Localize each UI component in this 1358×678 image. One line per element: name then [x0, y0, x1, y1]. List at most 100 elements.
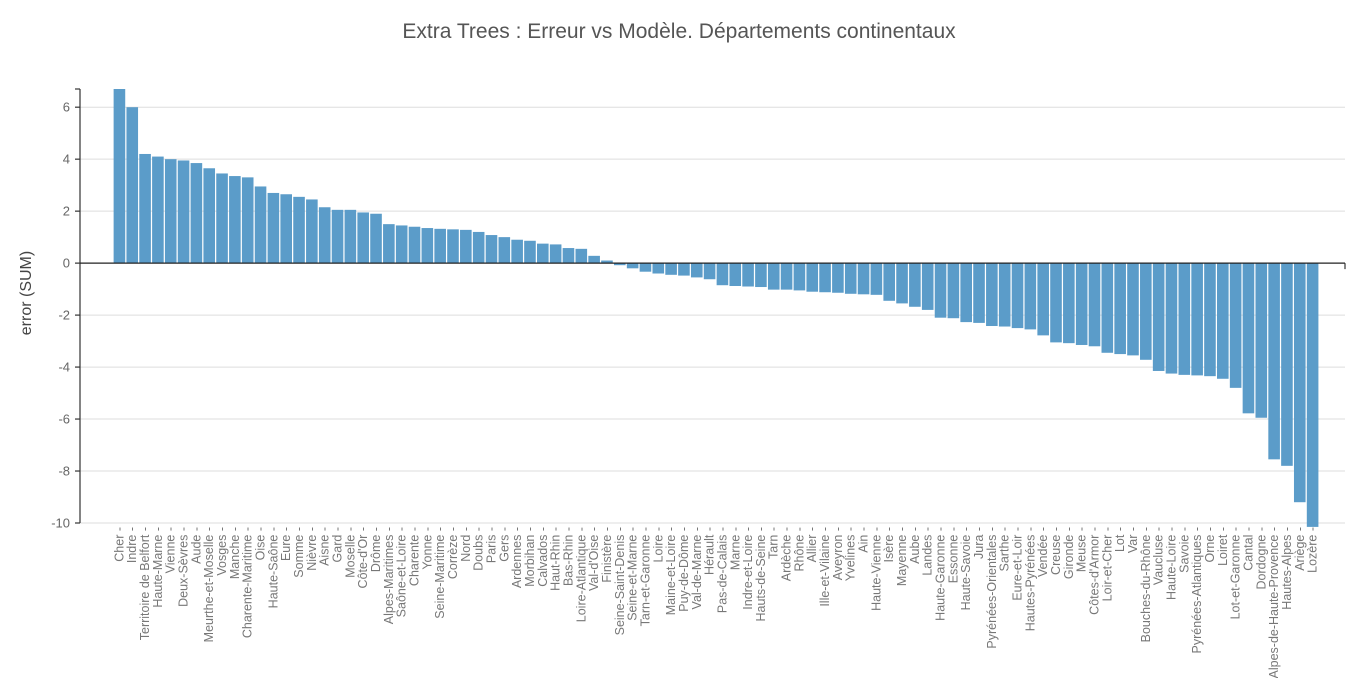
x-tick-label: Gers - [497, 527, 511, 562]
bar-c-te-d-or [357, 212, 369, 264]
bar-creuse [1050, 263, 1062, 343]
bar-seine-saint-denis [613, 263, 626, 266]
x-tick-label: Haute-Vienne - [869, 527, 883, 611]
x-tick-label: Maine-et-Loire - [664, 527, 678, 615]
y-tick-label: 4 [63, 152, 70, 167]
x-tick-label: Gironde - [1062, 527, 1076, 579]
bar-morbihan [524, 240, 536, 264]
x-tick-label: Finistère - [600, 527, 614, 583]
bar-lot-et-garonne [1229, 263, 1242, 388]
bar-hautes-alpes [1281, 263, 1293, 466]
bar-aveyron [832, 263, 844, 293]
bar-dordogne [1255, 263, 1268, 418]
x-tick-label: Jura - [972, 527, 986, 559]
bar-is-re [883, 263, 896, 301]
bar-indre [126, 107, 139, 264]
bar-rh-ne [793, 263, 806, 291]
x-tick-label: Aveyron - [831, 527, 845, 580]
x-tick-label: Ariège - [1293, 527, 1307, 571]
x-tick-label: Haute-Savoie - [959, 527, 973, 610]
bar-gers [498, 237, 511, 264]
bar-eure [280, 194, 292, 264]
x-tick-label: Vaucluse - [1152, 527, 1166, 585]
x-tick-label: Allier - [805, 527, 819, 562]
bar-alpes-maritimes [383, 224, 395, 264]
x-tick-label: Territoire de Belfort - [138, 527, 152, 640]
bar-moselle [344, 209, 357, 264]
x-tick-label: Tarn-et-Garonne - [638, 527, 652, 626]
bar-dr-me [370, 213, 382, 264]
bar-tarn [767, 263, 780, 290]
x-tick-label: Cher - [112, 527, 126, 562]
x-tick-label: Charente-Maritime - [241, 527, 255, 638]
bar-ain [857, 263, 870, 295]
x-tick-label: Somme - [292, 527, 306, 578]
x-tick-label: Manche - [228, 527, 242, 579]
bar-vaucluse [1152, 263, 1165, 371]
x-tick-label: Isère - [882, 527, 896, 562]
x-tick-label: Mayenne - [895, 527, 909, 586]
x-tick-label: Lot - [1113, 527, 1127, 552]
x-tick-label: Eure - [279, 527, 293, 561]
bar-doubs [472, 231, 485, 264]
x-tick-label: Aube - [908, 527, 922, 564]
x-tick-label: Marne - [728, 527, 742, 570]
bar-oise [254, 186, 267, 264]
bar-puy-de-d-me [678, 263, 690, 276]
x-tick-label: Rhône - [792, 527, 806, 571]
bar-val-de-marne [690, 263, 703, 278]
bar-nord [460, 229, 472, 264]
x-tick-label: Ardèche - [780, 527, 794, 581]
x-tick-label: Indre-et-Loire - [741, 527, 755, 610]
x-tick-label: Var - [1126, 527, 1140, 553]
x-tick-label: Hérault - [703, 527, 717, 575]
x-tick-label: Pyrénées-Atlantiques - [1190, 527, 1204, 653]
x-tick-label: Alpes-Maritimes - [382, 527, 396, 624]
bar-deux-s-vres [177, 160, 190, 264]
bar-bouches-du-rh-ne [1140, 263, 1152, 360]
bar-gironde [1063, 263, 1075, 344]
x-tick-label: Bas-Rhin - [561, 527, 575, 586]
x-tick-label: Ille-et-Vilaine - [818, 527, 832, 607]
x-tick-label: Calvados - [536, 527, 550, 587]
y-tick-labels: 6 4 2 0 -2 -4 -6 -8 -10 [51, 100, 80, 531]
bar-aude [190, 163, 203, 264]
bar-c-tes-d-armor [1088, 263, 1101, 347]
y-tick-label: 0 [63, 256, 70, 271]
bar-maine-et-loire [665, 263, 677, 275]
bar-allier [806, 263, 819, 292]
x-tick-label: Creuse - [1049, 527, 1063, 575]
bars [113, 89, 1319, 527]
x-tick-label: Essonne - [946, 527, 960, 583]
bar-loz-re [1306, 263, 1319, 527]
x-tick-label: Meuse - [1075, 527, 1089, 572]
y-tick-label: -10 [51, 516, 70, 531]
bar-meurthe-et-moselle [203, 168, 216, 264]
axes [75, 88, 1346, 523]
bar-pas-de-calais [716, 263, 729, 286]
y-tick-label: -8 [58, 464, 70, 479]
x-tick-label: Lot-et-Garonne - [1229, 527, 1243, 619]
bar-sarthe [998, 263, 1011, 327]
bar-loiret [1217, 263, 1229, 379]
x-tick-label: Nord - [459, 527, 473, 562]
x-tick-label: Aisne - [318, 527, 332, 566]
y-axis-label: error (SUM) [18, 251, 35, 335]
x-tick-label: Loire - [651, 527, 665, 562]
x-tick-label: Hautes-Pyrénées - [1023, 527, 1037, 631]
bar-ardennes [511, 239, 523, 264]
bar-ni-vre [306, 199, 318, 264]
x-tick-label: Ain - [857, 527, 871, 553]
x-tick-label: Seine-et-Marne - [626, 527, 640, 621]
x-tick-label: Saône-et-Loire - [395, 527, 409, 617]
x-tick-label: Cantal - [1241, 527, 1255, 571]
x-tick-label: Gard - [331, 527, 345, 562]
x-tick-label: Charente - [408, 527, 422, 586]
bar-var [1127, 263, 1139, 356]
x-tick-label: Alpes-de-Haute-Provence - [1267, 527, 1281, 678]
x-tick-label: Puy-de-Dôme - [677, 527, 691, 612]
bar-manche [229, 176, 241, 264]
bar-landes [921, 263, 934, 310]
bar-meuse [1075, 263, 1088, 345]
bar-pyr-n-es-orientales [986, 263, 998, 327]
